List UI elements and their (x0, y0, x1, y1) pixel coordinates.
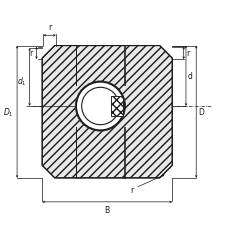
Circle shape (76, 83, 124, 130)
Circle shape (81, 88, 119, 125)
Circle shape (79, 85, 121, 128)
Bar (110, 97, 122, 116)
Text: $D_1$: $D_1$ (3, 106, 14, 118)
Circle shape (76, 83, 124, 130)
Text: r: r (48, 23, 51, 32)
Polygon shape (42, 46, 172, 178)
Text: D: D (197, 108, 203, 117)
Text: B: B (104, 205, 109, 214)
Circle shape (75, 82, 125, 131)
Text: r: r (29, 49, 32, 58)
Text: r: r (130, 175, 163, 194)
Circle shape (76, 82, 124, 131)
Text: d: d (187, 72, 192, 81)
Text: r: r (185, 49, 188, 58)
Text: $d_1$: $d_1$ (16, 75, 26, 87)
